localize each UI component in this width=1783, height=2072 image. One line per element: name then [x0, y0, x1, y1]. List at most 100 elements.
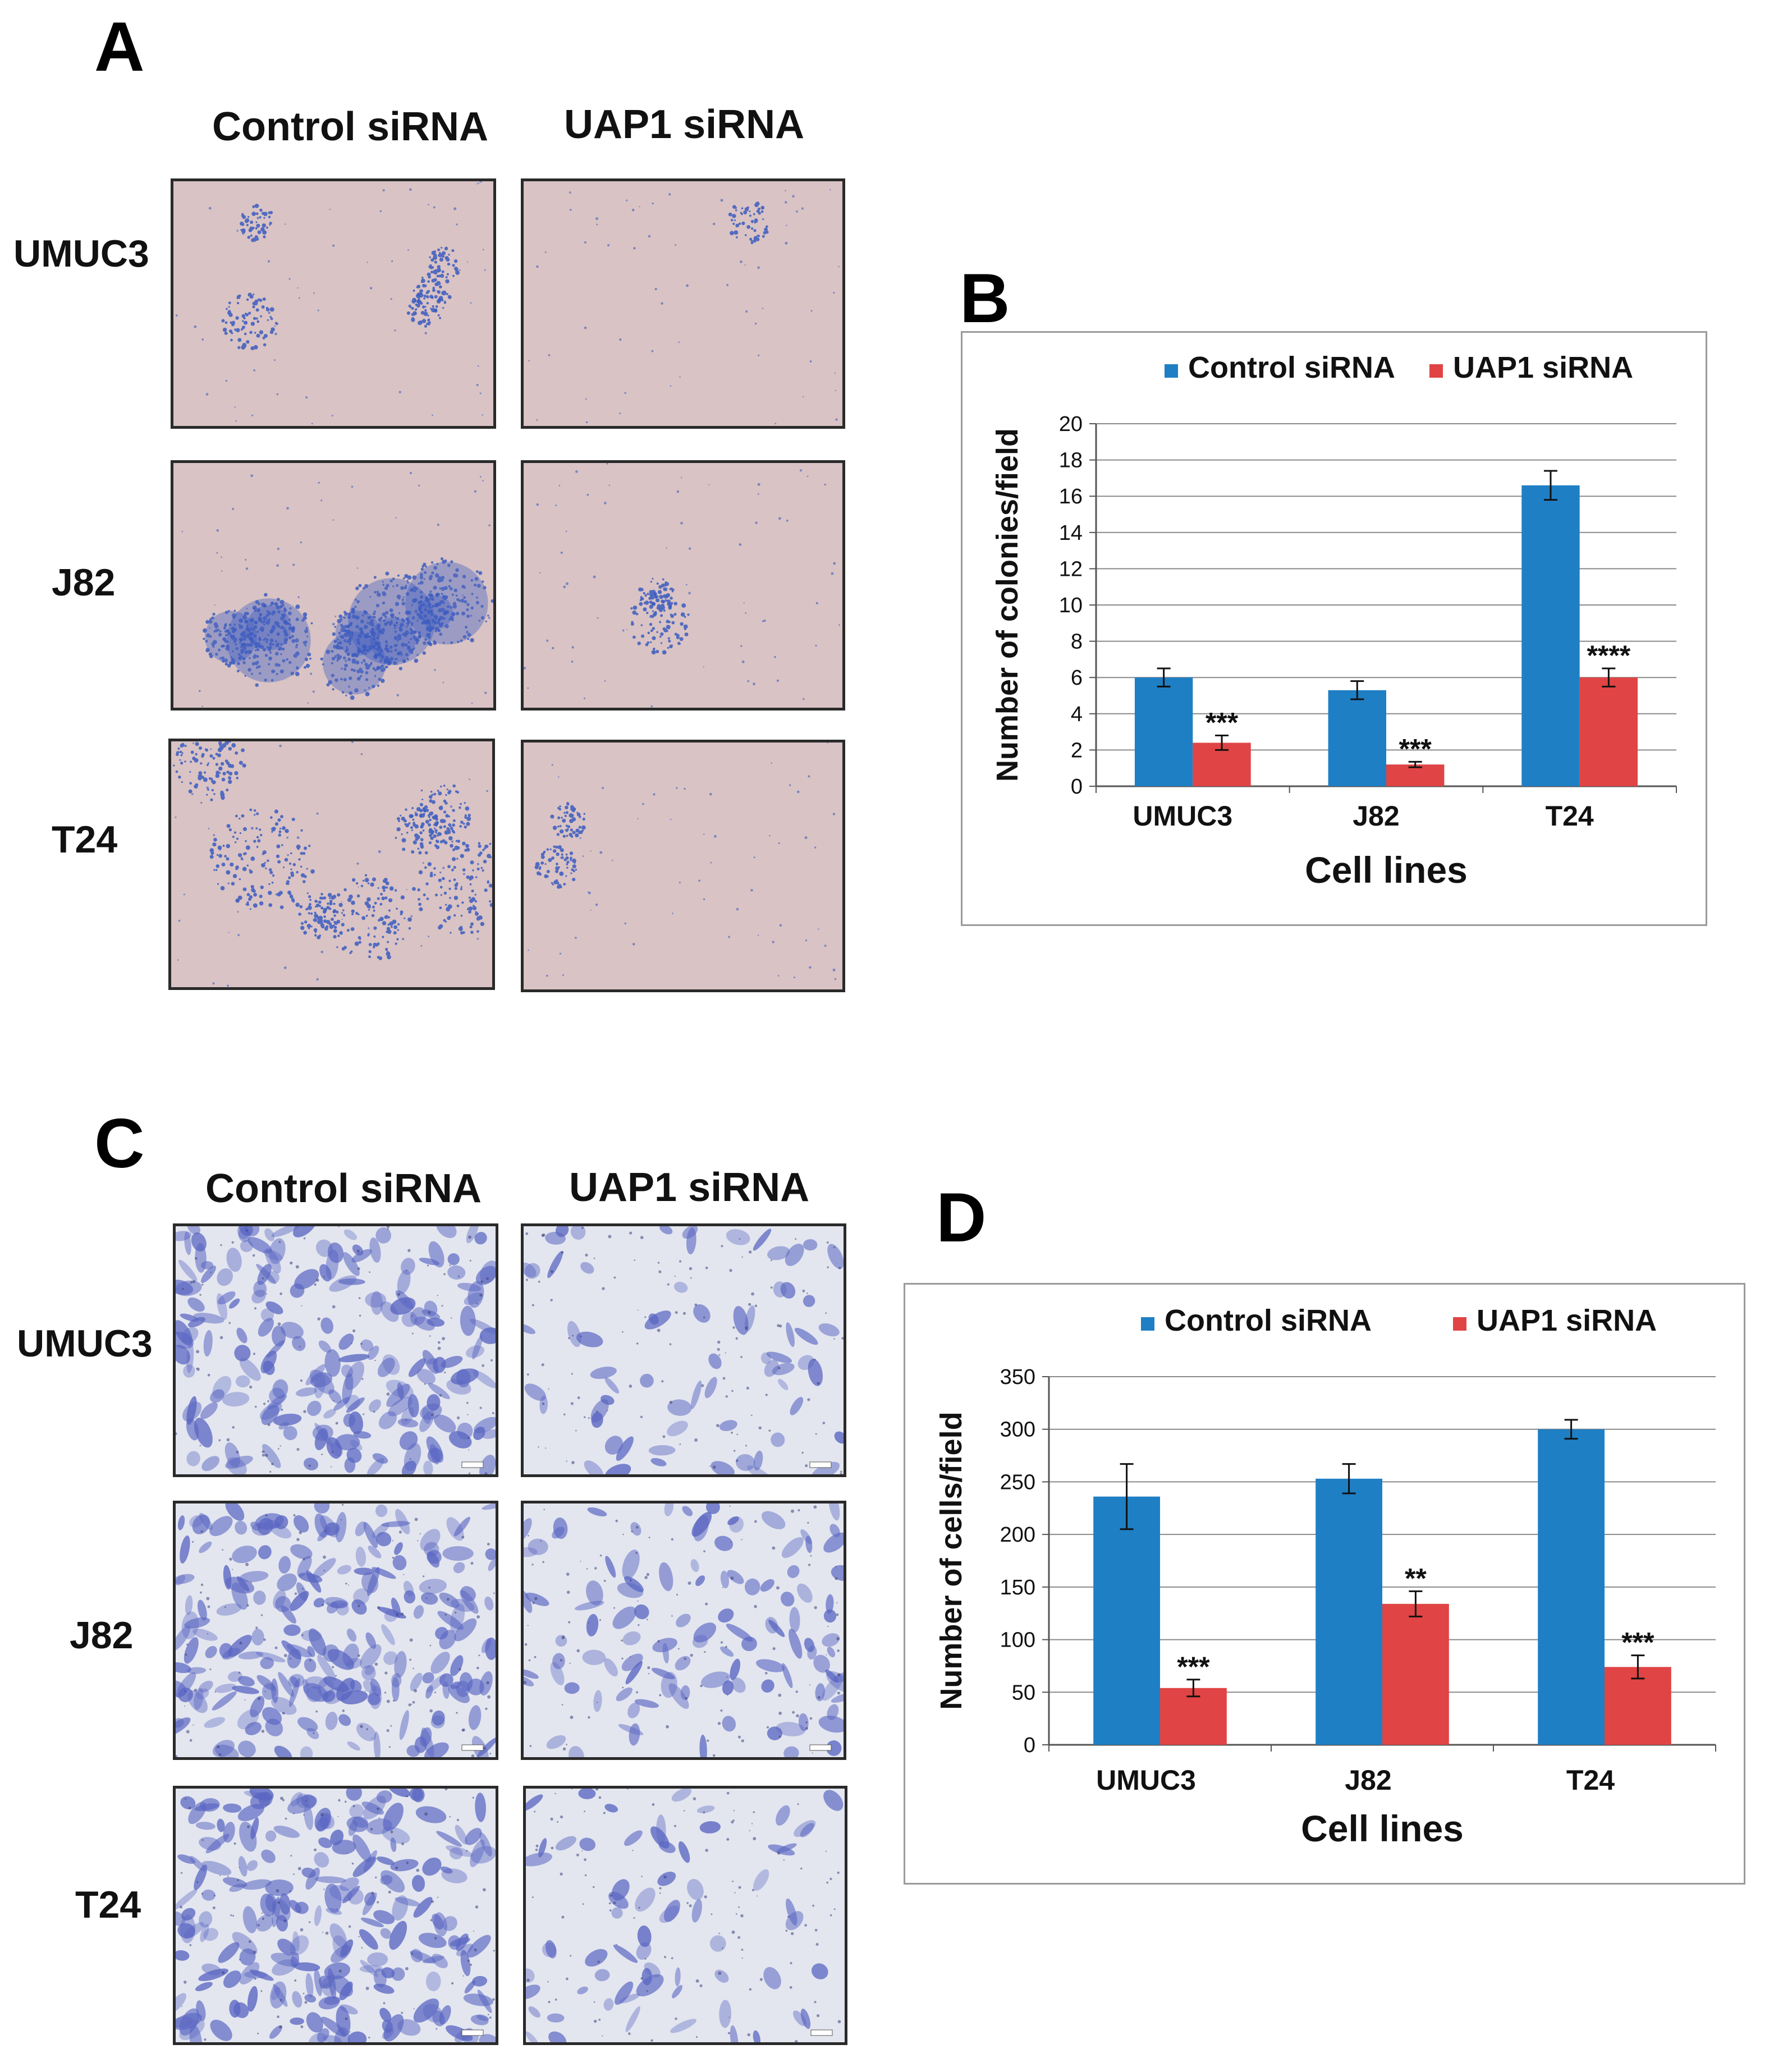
y-tick-label: 350 — [1000, 1365, 1035, 1389]
bar-uap1-j82 — [1386, 764, 1445, 786]
legend-swatch — [1453, 1317, 1466, 1331]
y-tick-label: 14 — [1059, 521, 1083, 545]
y-tick-label: 10 — [1059, 594, 1083, 617]
micrograph-invasion-t24-control — [173, 1786, 498, 2045]
bar-uap1-umuc3 — [1160, 1688, 1227, 1745]
panel-c-col-uap1: UAP1 siRNA — [569, 1165, 810, 1210]
x-category-label: UMUC3 — [1133, 800, 1232, 832]
panel-c-row-t24: T24 — [75, 1883, 141, 1926]
y-tick-label: 300 — [1000, 1418, 1035, 1442]
micrograph-invasion-t24-uap1 — [523, 1786, 847, 2045]
micrograph-colony-t24-uap1 — [521, 740, 845, 992]
y-tick-label: 0 — [1071, 775, 1083, 799]
error-bar — [1157, 667, 1171, 687]
error-bar — [1350, 680, 1364, 700]
panel-d-letter: D — [936, 1179, 987, 1257]
x-category-label: J82 — [1345, 1764, 1391, 1796]
micrograph-colony-j82-control — [171, 460, 496, 710]
colony-micrograph-texture — [173, 463, 493, 708]
y-tick-label: 50 — [1012, 1681, 1035, 1704]
colony-micrograph-texture — [524, 742, 842, 989]
error-bar — [1543, 470, 1557, 501]
legend-label: UAP1 siRNA — [1453, 351, 1633, 384]
bar-chart-b: 0 2 4 6 8 10 12 14 16 18 20 *** UMUC3 *** J82 **** T24 Ce… — [991, 351, 1677, 891]
bar-control-umuc3 — [1093, 1496, 1160, 1745]
error-bar — [1120, 1463, 1134, 1530]
bar-chart-d: 0 50 100 150 200 250 300 350 *** UMUC3 ** J82 *** T24… — [934, 1304, 1716, 1849]
panel-a-row-umuc3: UMUC3 — [13, 232, 149, 275]
significance-label: *** — [1399, 733, 1432, 764]
legend-swatch — [1429, 364, 1443, 378]
bar-control-t24 — [1538, 1429, 1605, 1745]
panel-a-col-uap1: UAP1 siRNA — [564, 102, 805, 147]
y-tick-label: 200 — [1000, 1523, 1035, 1547]
legend-label: UAP1 siRNA — [1477, 1304, 1657, 1337]
legend-swatch — [1141, 1317, 1154, 1331]
invasion-micrograph-texture — [176, 1789, 496, 2042]
invasion-micrograph-texture — [524, 1226, 844, 1474]
y-tick-label: 12 — [1059, 557, 1083, 581]
error-bar — [1564, 1419, 1578, 1440]
y-tick-label: 250 — [1000, 1470, 1035, 1494]
panel-d-chart: 0 50 100 150 200 250 300 350 *** UMUC3 ** J82 *** T24… — [904, 1283, 1745, 1885]
invasion-micrograph-texture — [524, 1503, 844, 1757]
panel-a-row-t24: T24 — [52, 818, 118, 861]
panel-a-row-j82: J82 — [52, 561, 116, 604]
y-tick-label: 18 — [1059, 449, 1083, 473]
y-tick-label: 100 — [1000, 1629, 1035, 1652]
invasion-micrograph-texture — [176, 1503, 496, 1757]
error-bar — [1215, 735, 1229, 751]
micrograph-colony-j82-uap1 — [521, 460, 845, 710]
panel-b-chart: 0 2 4 6 8 10 12 14 16 18 20 *** UMUC3 *** J82 **** T24 Ce… — [961, 331, 1707, 926]
colony-micrograph-texture — [173, 181, 493, 426]
y-tick-label: 0 — [1024, 1734, 1035, 1757]
error-bar — [1342, 1463, 1356, 1495]
colony-micrograph-texture — [171, 741, 492, 987]
x-category-label: T24 — [1546, 800, 1594, 832]
bar-uap1-t24 — [1579, 677, 1638, 786]
significance-label: ** — [1405, 1562, 1427, 1594]
micrograph-invasion-j82-control — [173, 1501, 498, 1760]
y-tick-label: 2 — [1071, 739, 1083, 762]
panel-c-letter: C — [94, 1105, 145, 1182]
micrograph-colony-umuc3-uap1 — [521, 178, 845, 429]
error-bar — [1631, 1654, 1645, 1680]
bar-control-j82 — [1316, 1478, 1382, 1745]
panel-c-col-control: Control siRNA — [205, 1166, 482, 1211]
micrograph-colony-t24-control — [168, 739, 495, 990]
invasion-micrograph-texture — [526, 1789, 845, 2042]
invasion-micrograph-texture — [176, 1226, 496, 1474]
error-bar — [1186, 1679, 1200, 1698]
bar-uap1-t24 — [1605, 1667, 1671, 1745]
y-tick-label: 8 — [1071, 630, 1083, 654]
significance-label: **** — [1587, 640, 1630, 671]
error-bar — [1602, 667, 1616, 687]
y-tick-label: 4 — [1071, 703, 1083, 726]
legend-label: Control siRNA — [1165, 1304, 1372, 1337]
bar-control-t24 — [1521, 485, 1580, 786]
y-axis-label: Number of colonies/field — [991, 428, 1024, 782]
y-tick-label: 20 — [1059, 412, 1083, 436]
x-category-label: J82 — [1353, 800, 1399, 832]
bar-uap1-j82 — [1382, 1603, 1449, 1745]
x-category-label: T24 — [1566, 1764, 1615, 1796]
legend-label: Control siRNA — [1188, 351, 1395, 384]
error-bar — [1408, 760, 1422, 768]
micrograph-invasion-umuc3-control — [173, 1223, 498, 1477]
x-category-label: UMUC3 — [1096, 1764, 1196, 1796]
panel-c-row-j82: J82 — [70, 1614, 134, 1657]
error-bar — [1409, 1590, 1423, 1617]
panel-a-letter: A — [94, 8, 145, 86]
micrograph-invasion-umuc3-uap1 — [521, 1223, 846, 1477]
legend-swatch — [1165, 364, 1178, 378]
significance-label: *** — [1206, 707, 1239, 739]
y-tick-label: 6 — [1071, 666, 1083, 690]
significance-label: *** — [1621, 1627, 1654, 1658]
y-tick-label: 16 — [1059, 485, 1083, 508]
panel-a-col-control: Control siRNA — [212, 104, 488, 149]
panel-c-row-umuc3: UMUC3 — [17, 1322, 153, 1365]
colony-micrograph-texture — [524, 463, 842, 708]
x-axis-label: Cell lines — [1305, 849, 1468, 891]
colony-micrograph-texture — [524, 181, 842, 426]
